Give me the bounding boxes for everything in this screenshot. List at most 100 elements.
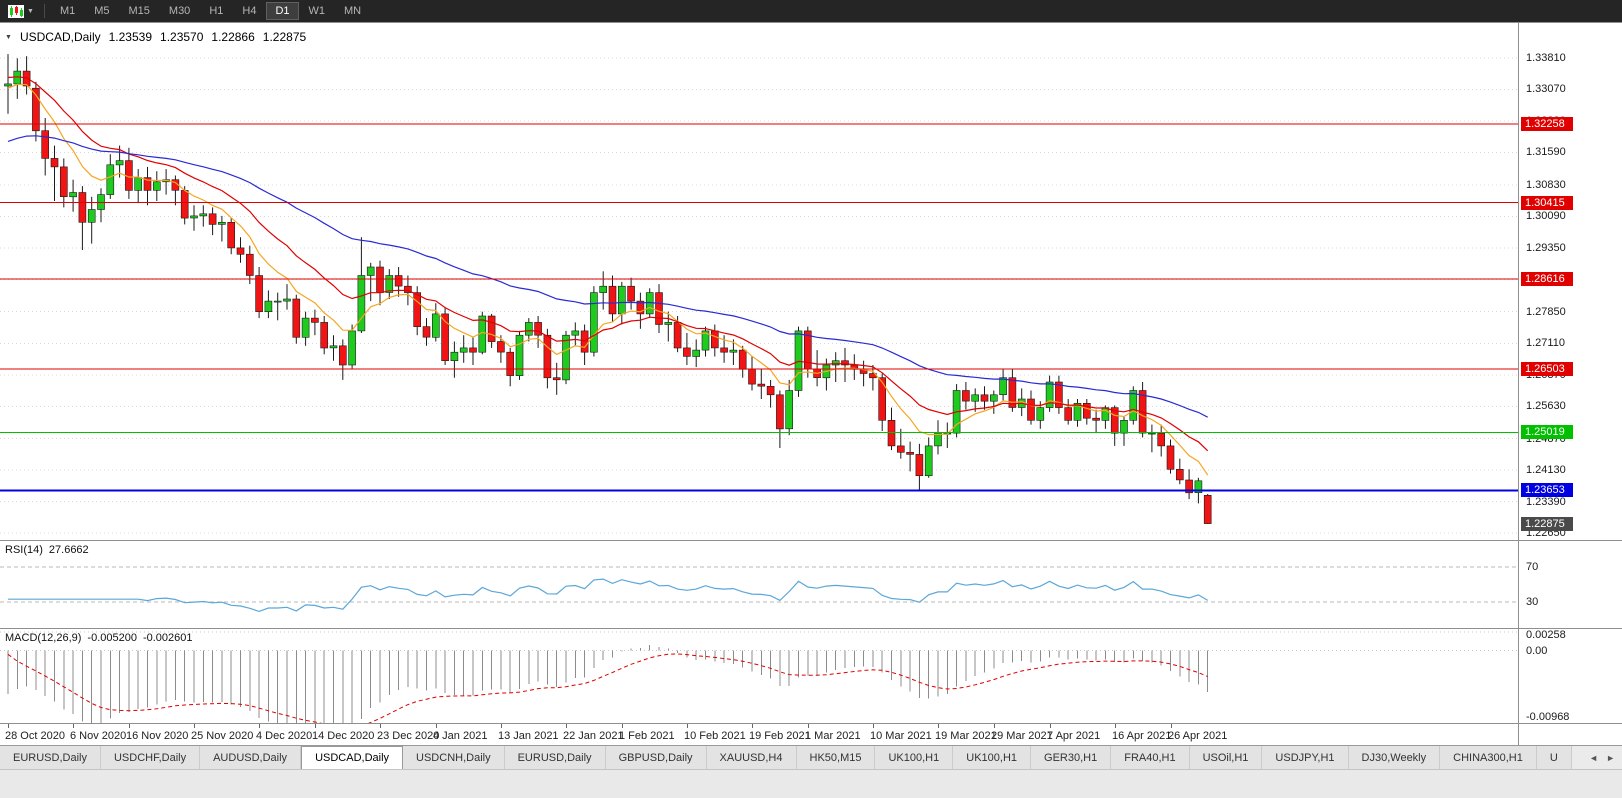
tab-scroll-right-icon[interactable]: ► xyxy=(1606,752,1615,763)
chart-tab-AUDUSD-Daily[interactable]: AUDUSD,Daily xyxy=(200,746,302,769)
price-axis-label: 1.29350 xyxy=(1526,242,1566,254)
macd-plot[interactable]: MACD(12,26,9) -0.005200 -0.002601 xyxy=(0,629,1518,735)
time-axis-label: 13 Jan 2021 xyxy=(498,730,559,742)
chart-tab-USDJPY-H1[interactable]: USDJPY,H1 xyxy=(1262,746,1349,769)
time-axis-tick xyxy=(8,724,9,728)
status-bar xyxy=(0,769,1622,798)
time-axis-tick xyxy=(566,724,567,728)
macd-indicator-panel: MACD(12,26,9) -0.005200 -0.002601 0.0025… xyxy=(0,628,1622,735)
time-axis-tick xyxy=(1050,724,1051,728)
macd-axis-label: -0.00968 xyxy=(1526,711,1570,723)
chart-tab-USDCNH-Daily[interactable]: USDCNH,Daily xyxy=(403,746,505,769)
time-axis-label: 29 Mar 2021 xyxy=(991,730,1053,742)
price-axis-label: 1.30090 xyxy=(1526,210,1566,222)
price-axis-label: 1.25630 xyxy=(1526,400,1566,412)
rsi-indicator-panel: RSI(14) 27.6662 70 30 xyxy=(0,540,1622,628)
price-level-badge: 1.22875 xyxy=(1521,517,1573,531)
price-axis-label: 1.31590 xyxy=(1526,146,1566,158)
quote-open: 1.23539 xyxy=(108,30,153,44)
chart-tab-EURUSD-Daily[interactable]: EURUSD,Daily xyxy=(0,746,101,769)
quote-high: 1.23570 xyxy=(160,30,204,44)
time-axis[interactable]: 28 Oct 2020 6 Nov 2020 16 Nov 2020 25 Nov 2… xyxy=(0,724,1518,745)
macd-name: MACD(12,26,9) xyxy=(5,632,82,644)
timeframe-button-M15[interactable]: M15 xyxy=(128,5,150,17)
ma-line-slow[interactable] xyxy=(7,135,1208,418)
timeframe-button-group: M1 M5 M15 M30 H1 H4 D1 W1 MN xyxy=(51,2,370,20)
macd-axis-label: 0.00 xyxy=(1526,645,1548,657)
macd-axis-label: 0.00258 xyxy=(1526,629,1566,641)
symbol-dropdown-icon[interactable]: ▼ xyxy=(5,33,12,41)
macd-axis[interactable]: 0.00258 0.00 -0.00968 xyxy=(1518,629,1622,723)
time-axis-tick xyxy=(1115,724,1116,728)
macd-main-value: -0.005200 xyxy=(87,632,137,644)
rsi-line xyxy=(8,578,1209,613)
price-gridlines xyxy=(0,57,1518,534)
timeframe-button-H4[interactable]: H4 xyxy=(242,5,257,17)
price-axis-label: 1.33810 xyxy=(1526,52,1566,64)
ma-line-mid[interactable] xyxy=(7,76,1209,452)
main-chart-canvas[interactable] xyxy=(0,23,1518,540)
time-axis-label: 4 Dec 2020 xyxy=(256,730,313,742)
timeframe-button-W1[interactable]: W1 xyxy=(308,5,326,17)
timeframe-button-D1[interactable]: D1 xyxy=(266,2,299,20)
quote-low: 1.22866 xyxy=(211,30,255,44)
top-toolbar: ▼ M1 M5 M15 M30 H1 H4 D1 W1 MN xyxy=(0,0,1622,22)
time-axis-label: 23 Dec 2020 xyxy=(377,730,440,742)
chart-tab-FRA40-H1[interactable]: FRA40,H1 xyxy=(1111,746,1190,769)
new-chart-button[interactable]: ▼ xyxy=(4,0,38,22)
quote-close: 1.22875 xyxy=(262,30,307,44)
time-axis-tick xyxy=(873,724,874,728)
price-level-badge: 1.32258 xyxy=(1521,117,1573,131)
chart-tab-CHINA300-H1[interactable]: CHINA300,H1 xyxy=(1440,746,1537,769)
chart-tab-USDCHF-Daily[interactable]: USDCHF,Daily xyxy=(100,746,201,769)
chart-tab-EURUSD-Daily[interactable]: EURUSD,Daily xyxy=(504,746,606,769)
chart-tab-XAUUSD-H4[interactable]: XAUUSD,H4 xyxy=(706,746,797,769)
rsi-axis-label: 70 xyxy=(1526,561,1539,573)
timeframe-button-H1[interactable]: H1 xyxy=(209,5,224,17)
chart-tab-USOil-H1[interactable]: USOil,H1 xyxy=(1189,746,1263,769)
time-axis-tick xyxy=(994,724,995,728)
price-axis[interactable]: 1.338101.330701.323301.315901.308301.300… xyxy=(1518,23,1622,540)
macd-signal-value: -0.002601 xyxy=(142,632,193,644)
macd-signal-line xyxy=(7,653,1208,729)
time-axis-tick xyxy=(315,724,316,728)
chart-tab-UK100-H1[interactable]: UK100,H1 xyxy=(953,746,1032,769)
chart-tab-HK50-M15[interactable]: HK50,M15 xyxy=(796,746,876,769)
chart-tab-GBPUSD-Daily[interactable]: GBPUSD,Daily xyxy=(605,746,707,769)
chevron-down-icon[interactable]: ▼ xyxy=(27,7,34,15)
time-axis-tick xyxy=(129,724,130,728)
timeframe-button-MN[interactable]: MN xyxy=(344,5,362,17)
chart-tab-DJ30-Weekly[interactable]: DJ30,Weekly xyxy=(1348,746,1441,769)
chart-tab-GER30-H1[interactable]: GER30,H1 xyxy=(1031,746,1112,769)
timeframe-button-M5[interactable]: M5 xyxy=(94,5,110,17)
tab-scroll-controls: ◄ ► xyxy=(1582,746,1622,769)
time-axis-label: 10 Mar 2021 xyxy=(870,730,932,742)
time-axis-tick xyxy=(808,724,809,728)
main-chart-plot[interactable]: ▼ USDCAD,Daily 1.23539 1.23570 1.22866 1… xyxy=(0,23,1518,540)
chart-tab-USDCAD-Daily[interactable]: USDCAD,Daily xyxy=(301,746,404,769)
price-axis-label: 1.24130 xyxy=(1526,464,1566,476)
chart-tab-bar: EURUSD,Daily USDCHF,Daily AUDUSD,Daily USDC… xyxy=(0,745,1622,769)
macd-canvas[interactable] xyxy=(0,629,1518,735)
candles xyxy=(4,54,1212,524)
rsi-plot[interactable]: RSI(14) 27.6662 xyxy=(0,541,1518,628)
chart-tab-UK100-H1[interactable]: UK100,H1 xyxy=(875,746,954,769)
rsi-axis-label: 30 xyxy=(1526,596,1539,608)
price-axis-label: 1.27850 xyxy=(1526,306,1566,318)
time-axis-tick xyxy=(194,724,195,728)
macd-histogram xyxy=(7,645,1209,735)
timeframe-button-M1[interactable]: M1 xyxy=(59,5,76,17)
time-axis-tick xyxy=(436,724,437,728)
chart-tab-U[interactable]: U xyxy=(1536,746,1572,769)
tab-scroll-left-icon[interactable]: ◄ xyxy=(1589,752,1599,763)
time-axis-label: 26 Apr 2021 xyxy=(1168,730,1228,742)
time-axis-tick xyxy=(380,724,381,728)
time-axis-tick xyxy=(752,724,753,728)
timeframe-button-M30[interactable]: M30 xyxy=(168,5,191,17)
price-axis-label: 1.33070 xyxy=(1526,83,1566,95)
rsi-canvas[interactable] xyxy=(0,541,1518,628)
rsi-label: RSI(14) 27.6662 xyxy=(5,544,89,556)
candlestick-chart-icon xyxy=(8,4,24,18)
time-axis-label: 19 Mar 2021 xyxy=(935,730,997,742)
rsi-axis[interactable]: 70 30 xyxy=(1518,541,1622,628)
